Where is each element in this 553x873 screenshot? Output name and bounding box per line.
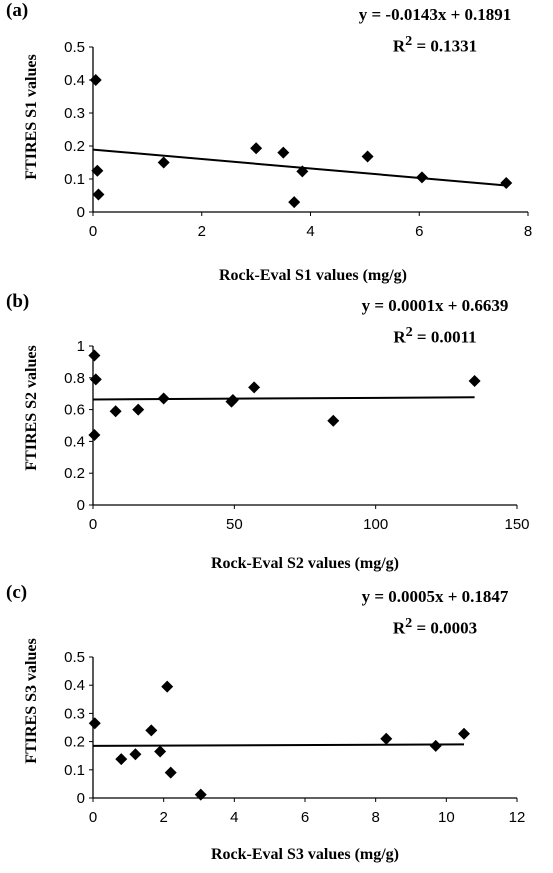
x-axis-label: Rock-Eval S1 values (mg/g) bbox=[219, 267, 407, 284]
chart-panel-b: (b) y = 0.0001x + 0.6639 R2 = 0.0011 FTI… bbox=[0, 291, 553, 582]
data-point bbox=[194, 788, 207, 801]
y-tick-label: 0 bbox=[77, 497, 85, 514]
x-axis-label: Rock-Eval S2 values (mg/g) bbox=[211, 555, 399, 572]
y-tick-label: 0.4 bbox=[64, 72, 85, 89]
data-point bbox=[88, 349, 101, 362]
data-point bbox=[157, 392, 170, 405]
data-point bbox=[500, 176, 513, 189]
panel-label: (c) bbox=[6, 582, 28, 603]
y-tick-label: 0 bbox=[77, 790, 85, 807]
data-point bbox=[109, 405, 122, 418]
r-squared: R2 = 0.1331 bbox=[392, 33, 478, 56]
plot-svg: 0 0.2 0.4 0.6 0.8 1 0 50 100 150 bbox=[64, 338, 529, 533]
trendline bbox=[92, 396, 475, 401]
x-tick-label: 8 bbox=[524, 223, 532, 240]
y-tick-label: 0.5 bbox=[64, 649, 85, 666]
chart-panel-a: (a) y = -0.0143x + 0.1891 R2 = 0.1331 FT… bbox=[0, 0, 553, 291]
y-tick-label: 0.2 bbox=[64, 734, 85, 751]
data-point bbox=[115, 753, 128, 766]
data-point bbox=[154, 745, 167, 758]
data-point bbox=[145, 724, 158, 737]
data-point bbox=[89, 373, 102, 386]
x-tick-label: 6 bbox=[415, 223, 423, 240]
data-point bbox=[296, 165, 309, 178]
x-axis-label: Rock-Eval S3 values (mg/g) bbox=[211, 846, 399, 863]
x-tick-label: 2 bbox=[198, 223, 206, 240]
data-point bbox=[468, 374, 481, 387]
x-tick-label: 2 bbox=[159, 809, 167, 826]
data-point bbox=[88, 717, 101, 730]
data-point bbox=[250, 142, 263, 155]
y-tick-label: 1 bbox=[77, 338, 85, 355]
y-tick-label: 0 bbox=[77, 204, 85, 221]
data-point bbox=[415, 171, 428, 184]
data-point bbox=[429, 739, 442, 752]
plot-svg: 0 0.1 0.2 0.3 0.4 0.5 0 2 4 6 8 bbox=[64, 39, 532, 240]
data-point bbox=[132, 403, 145, 416]
y-tick-label: 0.5 bbox=[64, 39, 85, 56]
plot-svg: 0 0.1 0.2 0.3 0.4 0.5 0 2 4 6 8 10 12 bbox=[64, 649, 526, 826]
x-tick-label: 4 bbox=[306, 223, 314, 240]
panel-label: (b) bbox=[6, 291, 30, 312]
data-point bbox=[91, 164, 104, 177]
y-tick-label: 0.8 bbox=[64, 370, 85, 387]
y-tick-label: 0.4 bbox=[64, 677, 85, 694]
regression-equation-box: y = -0.0143x + 0.1891 R2 = 0.1331 bbox=[325, 2, 545, 60]
x-tick-label: 10 bbox=[438, 809, 455, 826]
y-tick-label: 0.2 bbox=[64, 138, 85, 155]
x-tick-label: 0 bbox=[89, 809, 97, 826]
y-tick-label: 0.3 bbox=[64, 705, 85, 722]
chart-panel-c: (c) y = 0.0005x + 0.1847 R2 = 0.0003 FTI… bbox=[0, 582, 553, 873]
regression-equation-box: y = 0.0005x + 0.1847 R2 = 0.0003 bbox=[325, 584, 545, 642]
data-point bbox=[248, 381, 261, 394]
trendline bbox=[92, 148, 507, 187]
regression-equation-box: y = 0.0001x + 0.6639 R2 = 0.0011 bbox=[325, 293, 545, 351]
y-tick-label: 0.1 bbox=[64, 171, 85, 188]
data-point bbox=[361, 150, 374, 163]
data-point bbox=[92, 188, 105, 201]
y-tick-label: 0.3 bbox=[64, 105, 85, 122]
data-point bbox=[458, 727, 470, 740]
x-tick-label: 4 bbox=[230, 809, 238, 826]
data-point bbox=[88, 429, 101, 442]
data-point bbox=[380, 732, 393, 745]
y-tick-label: 0.1 bbox=[64, 762, 85, 779]
trendline bbox=[92, 743, 465, 747]
x-tick-label: 8 bbox=[371, 809, 379, 826]
x-tick-label: 150 bbox=[504, 516, 529, 533]
data-point bbox=[327, 414, 340, 427]
data-point bbox=[277, 146, 290, 159]
data-point bbox=[226, 394, 239, 407]
r-squared: R2 = 0.0011 bbox=[393, 324, 477, 347]
data-point bbox=[161, 680, 174, 693]
x-tick-label: 12 bbox=[509, 809, 526, 826]
data-point bbox=[288, 196, 301, 209]
y-tick-label: 0.4 bbox=[64, 433, 85, 450]
data-point bbox=[129, 748, 142, 761]
regression-equation: y = 0.0005x + 0.1847 bbox=[361, 587, 509, 606]
y-tick-label: 0.6 bbox=[64, 402, 85, 419]
r-squared: R2 = 0.0003 bbox=[392, 615, 478, 638]
regression-equation: y = 0.0001x + 0.6639 bbox=[361, 296, 509, 315]
x-tick-label: 0 bbox=[89, 516, 97, 533]
data-point bbox=[157, 156, 170, 169]
data-point bbox=[164, 766, 177, 779]
x-tick-label: 0 bbox=[89, 223, 97, 240]
panel-label: (a) bbox=[6, 0, 29, 21]
x-tick-label: 6 bbox=[301, 809, 309, 826]
y-tick-label: 0.2 bbox=[64, 465, 85, 482]
data-point bbox=[89, 74, 102, 86]
x-tick-label: 100 bbox=[363, 516, 388, 533]
regression-equation: y = -0.0143x + 0.1891 bbox=[358, 5, 512, 24]
x-tick-label: 50 bbox=[226, 516, 243, 533]
